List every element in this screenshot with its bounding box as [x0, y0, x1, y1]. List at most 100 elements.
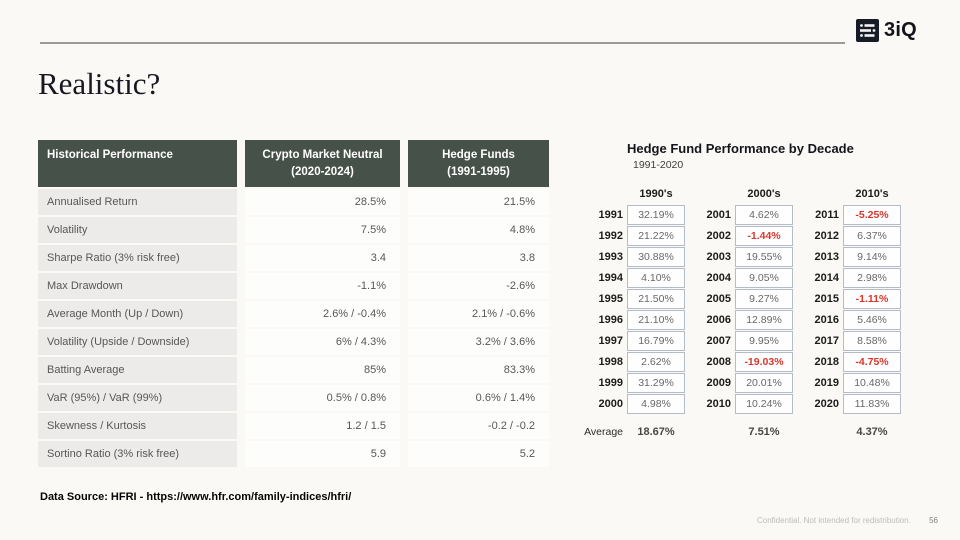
- return-cell: 12.89%: [735, 310, 793, 330]
- year-label: 1992: [598, 230, 623, 242]
- return-cell: 16.79%: [627, 331, 685, 351]
- crypto-value: 2.6% / -0.4%: [245, 301, 400, 327]
- return-cell: 9.14%: [843, 247, 901, 267]
- year-row: 1994 4.10%: [593, 268, 685, 288]
- year-row: 2006 12.89%: [701, 310, 793, 330]
- decade-header-row: 2010's: [809, 188, 901, 204]
- return-cell: 4.62%: [735, 205, 793, 225]
- year-row: 2011 -5.25%: [809, 205, 901, 225]
- year-row: 2002 -1.44%: [701, 226, 793, 246]
- year-label: 1991: [598, 209, 623, 221]
- return-cell: 2.62%: [627, 352, 685, 372]
- year-label: 2012: [814, 230, 839, 242]
- year-row: 2008 -19.03%: [701, 352, 793, 372]
- return-cell: -4.75%: [843, 352, 901, 372]
- return-cell: 4.98%: [627, 394, 685, 414]
- return-cell: 2.98%: [843, 268, 901, 288]
- hedge-value: -0.2 / -0.2: [408, 413, 549, 439]
- return-cell: 11.83%: [843, 394, 901, 414]
- decade-header: 2010's: [855, 188, 889, 200]
- metric-label: VaR (95%) / VaR (99%): [38, 385, 237, 411]
- hedge-value: 21.5%: [408, 189, 549, 215]
- year-label: 2004: [706, 272, 731, 284]
- metric-label: Max Drawdown: [38, 273, 237, 299]
- year-row: 1998 2.62%: [593, 352, 685, 372]
- return-cell: 20.01%: [735, 373, 793, 393]
- return-cell: 8.58%: [843, 331, 901, 351]
- average-value: 18.67%: [637, 426, 675, 438]
- year-row: 2007 9.95%: [701, 331, 793, 351]
- data-source-note: Data Source: HFRI - https://www.hfr.com/…: [40, 491, 352, 503]
- header-rule: [40, 42, 845, 44]
- year-label: 2009: [706, 377, 731, 389]
- return-cell: 21.10%: [627, 310, 685, 330]
- metric-label: Volatility (Upside / Downside): [38, 329, 237, 355]
- perf-header-hedge-line2: (1991-1995): [447, 165, 510, 178]
- year-label: 2014: [814, 272, 839, 284]
- year-label: 2000: [598, 398, 623, 410]
- return-cell: 30.88%: [627, 247, 685, 267]
- return-cell: 10.24%: [735, 394, 793, 414]
- year-label: 2007: [706, 335, 731, 347]
- hedge-value: 3.8: [408, 245, 549, 271]
- metric-label: Volatility: [38, 217, 237, 243]
- year-row: 1992 21.22%: [593, 226, 685, 246]
- perf-header-crypto-line2: (2020-2024): [291, 165, 354, 178]
- year-label: 1999: [598, 377, 623, 389]
- year-label: 2002: [706, 230, 731, 242]
- crypto-value: -1.1%: [245, 273, 400, 299]
- perf-header-crypto-line1: Crypto Market Neutral: [262, 149, 383, 161]
- average-row: Average 18.67%: [584, 426, 685, 438]
- year-row: 2017 8.58%: [809, 331, 901, 351]
- year-label: 1993: [598, 251, 623, 263]
- return-cell: 21.22%: [627, 226, 685, 246]
- decade-chart-subtitle: 1991-2020: [633, 159, 684, 171]
- metric-label: Batting Average: [38, 357, 237, 383]
- footer-right: Confidential. Not intended for redistrib…: [757, 516, 938, 525]
- year-label: 1994: [598, 272, 623, 284]
- year-row: 1991 32.19%: [593, 205, 685, 225]
- year-label: 2016: [814, 314, 839, 326]
- year-label: 1996: [598, 314, 623, 326]
- decade-grid: 1990's 1991 32.19% 1992 21.22% 1993 30.8…: [584, 188, 956, 439]
- year-label: 2005: [706, 293, 731, 305]
- crypto-value: 28.5%: [245, 189, 400, 215]
- year-row: 2015 -1.11%: [809, 289, 901, 309]
- year-row: 1993 30.88%: [593, 247, 685, 267]
- average-row: 7.51%: [701, 426, 793, 438]
- return-cell: 31.29%: [627, 373, 685, 393]
- decade-header-row: 1990's: [593, 188, 685, 204]
- year-row: 2013 9.14%: [809, 247, 901, 267]
- year-label: 2006: [706, 314, 731, 326]
- page-title: Realistic?: [38, 66, 161, 101]
- perf-header-crypto: Crypto Market Neutral (2020-2024): [245, 140, 400, 187]
- crypto-value: 0.5% / 0.8%: [245, 385, 400, 411]
- year-row: 2014 2.98%: [809, 268, 901, 288]
- hedge-value: -2.6%: [408, 273, 549, 299]
- year-row: 2019 10.48%: [809, 373, 901, 393]
- average-value: 4.37%: [856, 426, 888, 438]
- year-label: 2015: [814, 293, 839, 305]
- metric-label: Average Month (Up / Down): [38, 301, 237, 327]
- logo-icon: [856, 19, 879, 42]
- year-row: 2012 6.37%: [809, 226, 901, 246]
- year-row: 2001 4.62%: [701, 205, 793, 225]
- perf-header-metric: Historical Performance: [38, 140, 237, 187]
- return-cell: 4.10%: [627, 268, 685, 288]
- year-row: 1997 16.79%: [593, 331, 685, 351]
- logo-text: 3iQ: [884, 19, 917, 41]
- return-cell: 5.46%: [843, 310, 901, 330]
- crypto-value: 5.9: [245, 441, 400, 467]
- year-label: 2020: [814, 398, 839, 410]
- decade-header: 1990's: [639, 188, 673, 200]
- year-label: 2017: [814, 335, 839, 347]
- decade-header-row: 2000's: [701, 188, 793, 204]
- return-cell: 9.05%: [735, 268, 793, 288]
- decade-column: 2000's 2001 4.62% 2002 -1.44% 2003 19.55…: [701, 188, 793, 439]
- return-cell: 10.48%: [843, 373, 901, 393]
- return-cell: 32.19%: [627, 205, 685, 225]
- average-label: Average: [584, 426, 623, 438]
- metric-label: Skewness / Kurtosis: [38, 413, 237, 439]
- hedge-value: 0.6% / 1.4%: [408, 385, 549, 411]
